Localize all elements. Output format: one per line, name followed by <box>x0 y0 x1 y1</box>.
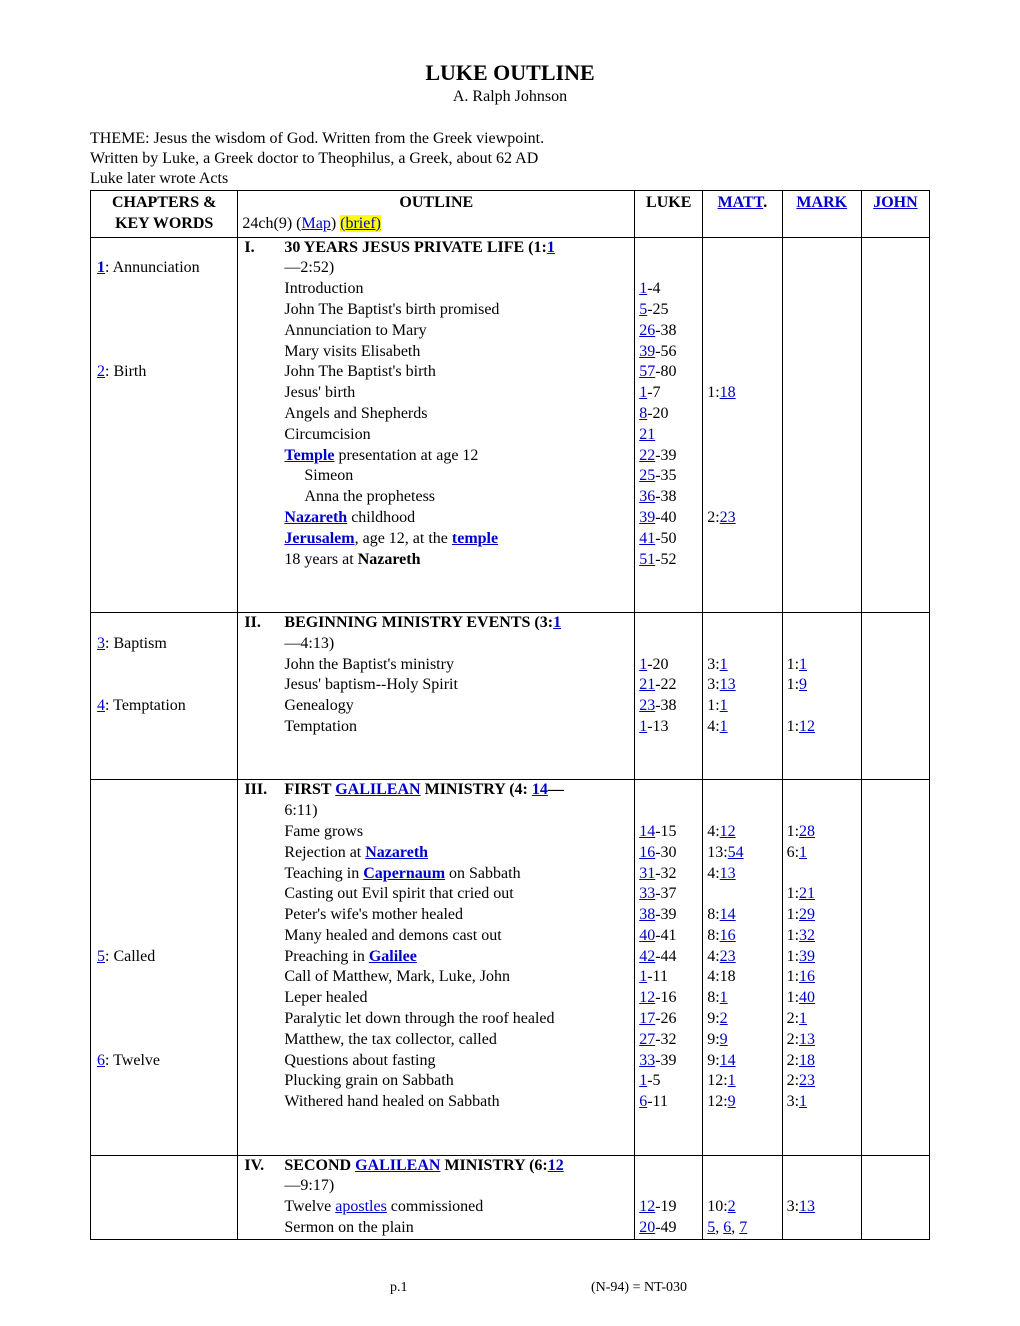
table-header: CHAPTERS &KEY WORDS OUTLINE 24ch(9) (Map… <box>91 191 930 238</box>
table-row: 1: Annunciation 2: Birth I.30 YEARS JESU… <box>91 237 930 279</box>
section-roman: I. <box>244 238 284 259</box>
hdr-luke: LUKE <box>635 191 703 238</box>
hdr-john: JOHN <box>861 191 929 238</box>
chapter-5-link[interactable]: 5 <box>97 948 105 965</box>
author: A. Ralph Johnson <box>90 88 930 106</box>
chapter-4-link[interactable]: 4 <box>97 697 105 714</box>
table-row: 5: Called 6: Twelve III.FIRST GALILEAN M… <box>91 780 930 822</box>
page-title: LUKE OUTLINE <box>90 60 930 86</box>
hdr-mark: MARK <box>782 191 861 238</box>
table-row: 3: Baptism 4: Temptation II.BEGINNING MI… <box>91 612 930 654</box>
section-title: 30 YEARS JESUS PRIVATE LIFE (1:1 <box>284 238 554 259</box>
hdr-outline: OUTLINE 24ch(9) (Map) (brief) <box>238 191 635 238</box>
chapter-1-link[interactable]: 1 <box>97 259 105 276</box>
chapter-3-link[interactable]: 3 <box>97 635 105 652</box>
page-footer: p.1 (N-94) = NT-030 <box>90 1280 930 1296</box>
theme-line-2: Written by Luke, a Greek doctor to Theop… <box>90 150 930 168</box>
outline-table: CHAPTERS &KEY WORDS OUTLINE 24ch(9) (Map… <box>90 190 930 1240</box>
map-link[interactable]: Map <box>301 215 330 232</box>
hdr-matt: MATT. <box>703 191 782 238</box>
hdr-chapters: CHAPTERS &KEY WORDS <box>91 191 238 238</box>
theme-line-1: THEME: Jesus the wisdom of God. Written … <box>90 130 930 148</box>
theme-line-3: Luke later wrote Acts <box>90 170 930 188</box>
table-row: IV.SECOND GALILEAN MINISTRY (6:12 —9:17) <box>91 1155 930 1197</box>
chapter-6-link[interactable]: 6 <box>97 1052 105 1069</box>
chapter-2-link[interactable]: 2 <box>97 363 105 380</box>
brief-link[interactable]: (brief) <box>340 215 381 232</box>
